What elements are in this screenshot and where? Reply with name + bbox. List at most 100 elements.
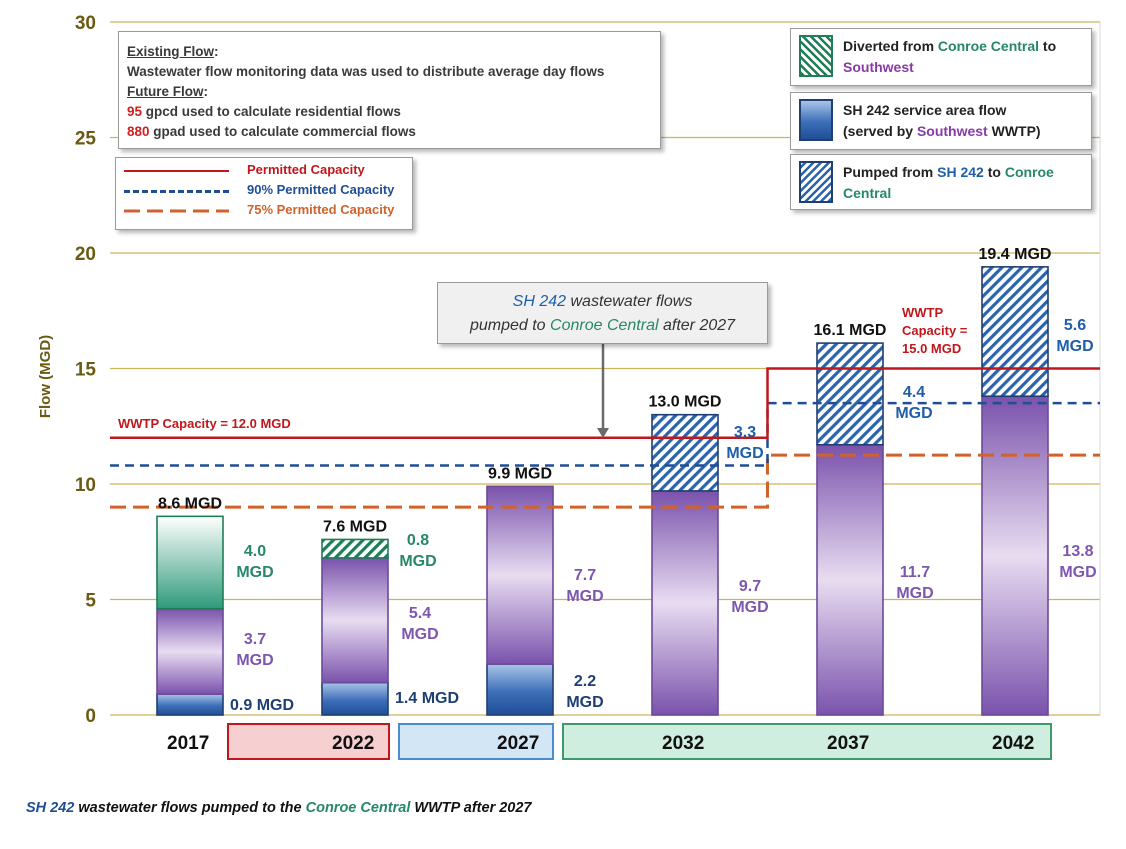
gpad-text: gpad used to calculate commercial flows — [149, 124, 416, 139]
line-legend: Permitted Capacity 90% Permitted Capacit… — [115, 157, 413, 230]
line-permitted — [110, 367, 1100, 440]
bars — [156, 266, 1049, 716]
callout-sh242: SH 242 — [512, 293, 567, 310]
diverted-value-label: 4.0 — [244, 543, 266, 560]
total-label: 13.0 MGD — [649, 394, 722, 411]
bar-segment-pumped — [651, 413, 719, 492]
legend-pumped: Pumped from SH 242 to Conroe Central — [790, 154, 1092, 210]
future-flow-title: Future Flow — [127, 84, 204, 99]
legend-75-permitted: 75% Permitted Capacity — [124, 201, 414, 221]
bar-segment-pumped — [816, 342, 884, 446]
callout-arrowhead — [597, 428, 609, 438]
figure-caption: SH 242 wastewater flows pumped to the Co… — [26, 800, 532, 816]
capacity-15-annotation: 15.0 MGD — [902, 341, 961, 356]
year-label-2032: 2032 — [662, 733, 705, 754]
southwest-value-label: 5.4 — [409, 605, 431, 622]
legend-diverted-text: Diverted from Conroe Central to Southwest — [843, 38, 1057, 75]
legend-permitted-label: Permitted Capacity — [247, 162, 365, 177]
period-box-future — [562, 723, 1052, 760]
legend-sh242: SH 242 service area flow (served by South… — [790, 92, 1092, 150]
southwest-value-label: MGD — [401, 626, 438, 643]
southwest-value-label: MGD — [236, 652, 273, 669]
bar-segment-southwest — [816, 443, 884, 716]
pumped-swatch — [799, 161, 833, 203]
legend-permitted: Permitted Capacity — [124, 161, 414, 181]
period-box-2022 — [227, 723, 390, 760]
year-label-2022: 2022 — [332, 733, 375, 754]
total-label: 9.9 MGD — [488, 465, 552, 482]
y-tick-label: 30 — [75, 13, 96, 34]
legend-pumped-text: Pumped from SH 242 to Conroe Central — [843, 164, 1054, 201]
diverted-value-label: MGD — [399, 553, 436, 570]
sh242-value-label: 2.2 — [574, 673, 596, 690]
capacity-lines — [110, 344, 1100, 509]
gpcd-text: gpcd used to calculate residential flows — [142, 104, 401, 119]
legend-75-label: 75% Permitted Capacity — [247, 202, 395, 217]
chart-labels: 8.6 MGD 7.6 MGD 9.9 MGD 13.0 MGD 16.1 MGD 19.… — [118, 246, 1097, 714]
bar-segment-diverted — [156, 515, 224, 610]
bar-segment-southwest — [321, 557, 389, 684]
southwest-value-label: 7.7 — [574, 567, 596, 584]
sh242-value-label: 0.9 MGD — [230, 697, 294, 714]
sh242-value-label: MGD — [566, 694, 603, 711]
callout-line1: wastewater flows — [566, 293, 693, 310]
total-label: 8.6 MGD — [158, 495, 222, 512]
southwest-value-label: 13.8 — [1062, 543, 1093, 560]
bar-segment-diverted — [321, 538, 389, 559]
bar-segment-sh242 — [486, 663, 554, 716]
southwest-value-label: MGD — [1059, 564, 1096, 581]
year-label-2027: 2027 — [497, 733, 540, 754]
capacity-15-annotation: Capacity = — [902, 323, 968, 338]
callout-conroe: Conroe Central — [550, 317, 659, 334]
capacity-15-annotation: WWTP — [902, 305, 943, 320]
callout-line2c: after 2027 — [658, 317, 736, 334]
y-axis-label: Flow (MGD) — [37, 335, 54, 418]
line-90-permitted — [110, 401, 1100, 467]
legend-sh242-text: SH 242 service area flow (served by South… — [843, 102, 1041, 139]
existing-flow-text: Wastewater flow monitoring data was used… — [127, 64, 605, 79]
diverted-value-label: 0.8 — [407, 532, 429, 549]
line-75-permitted — [110, 453, 1100, 509]
pumped-value-label: 3.3 — [734, 424, 756, 441]
period-box-2027 — [398, 723, 554, 760]
gpcd-value: 95 — [127, 104, 143, 119]
bar-segment-sh242 — [321, 681, 389, 716]
existing-flow-title: Existing Flow — [127, 44, 215, 59]
southwest-value-label: 3.7 — [244, 631, 266, 648]
legend-90-label: 90% Permitted Capacity — [247, 182, 395, 197]
total-label: 19.4 MGD — [979, 246, 1052, 263]
pumped-value-label: MGD — [726, 445, 763, 462]
southwest-value-label: MGD — [731, 599, 768, 616]
callout-line2a: pumped to — [469, 317, 551, 334]
year-label-2042: 2042 — [992, 733, 1035, 754]
y-tick-label: 10 — [75, 475, 96, 496]
bar-segment-southwest — [651, 490, 719, 716]
gpad-value: 880 — [127, 124, 150, 139]
southwest-value-label: 9.7 — [739, 578, 761, 595]
capacity-12-annotation: WWTP Capacity = 12.0 MGD — [118, 416, 291, 431]
callout-box: SH 242 wastewater flows pumped to Conroe… — [437, 282, 768, 344]
pumped-value-label: 5.6 — [1064, 317, 1086, 334]
sh242-swatch — [799, 99, 833, 141]
year-label-2017: 2017 — [167, 733, 210, 754]
southwest-value-label: 11.7 — [900, 564, 930, 581]
bar-segment-southwest — [981, 395, 1049, 716]
bar-segment-pumped — [981, 266, 1049, 398]
southwest-value-label: MGD — [896, 585, 933, 602]
diverted-value-label: MGD — [236, 564, 273, 581]
sh242-value-label: 1.4 MGD — [395, 690, 459, 707]
pumped-value-label: MGD — [895, 405, 932, 422]
bar-segment-southwest — [156, 607, 224, 696]
assumptions-box: Existing Flow: Wastewater flow monitorin… — [118, 31, 661, 149]
diverted-swatch — [799, 35, 833, 77]
legend-diverted: Diverted from Conroe Central to Southwest — [790, 28, 1092, 86]
bar-segment-sh242 — [156, 693, 224, 716]
pumped-value-label: MGD — [1056, 338, 1093, 355]
y-tick-label: 5 — [85, 591, 96, 612]
y-tick-label: 0 — [85, 706, 96, 727]
year-label-2037: 2037 — [827, 733, 870, 754]
southwest-value-label: MGD — [566, 588, 603, 605]
y-tick-label: 25 — [75, 129, 97, 150]
total-label: 16.1 MGD — [814, 322, 887, 339]
pumped-value-label: 4.4 — [903, 384, 925, 401]
